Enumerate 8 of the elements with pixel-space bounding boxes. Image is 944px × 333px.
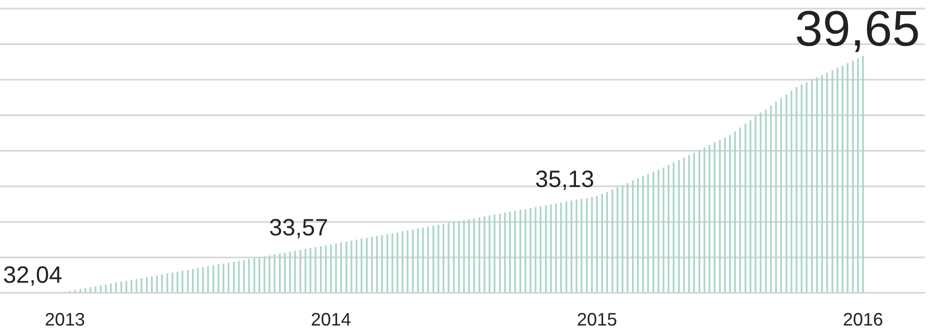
- annotation: 33,57: [270, 218, 327, 238]
- annotation: 39,65: [796, 10, 918, 52]
- x-tick-label: 2014: [312, 312, 351, 326]
- x-tick-label: 2013: [46, 312, 84, 326]
- annotation: 35,13: [536, 170, 594, 190]
- x-tick-label: 2015: [578, 312, 616, 326]
- annotation: 32,04: [4, 266, 62, 286]
- x-tick-label: 2016: [844, 312, 882, 326]
